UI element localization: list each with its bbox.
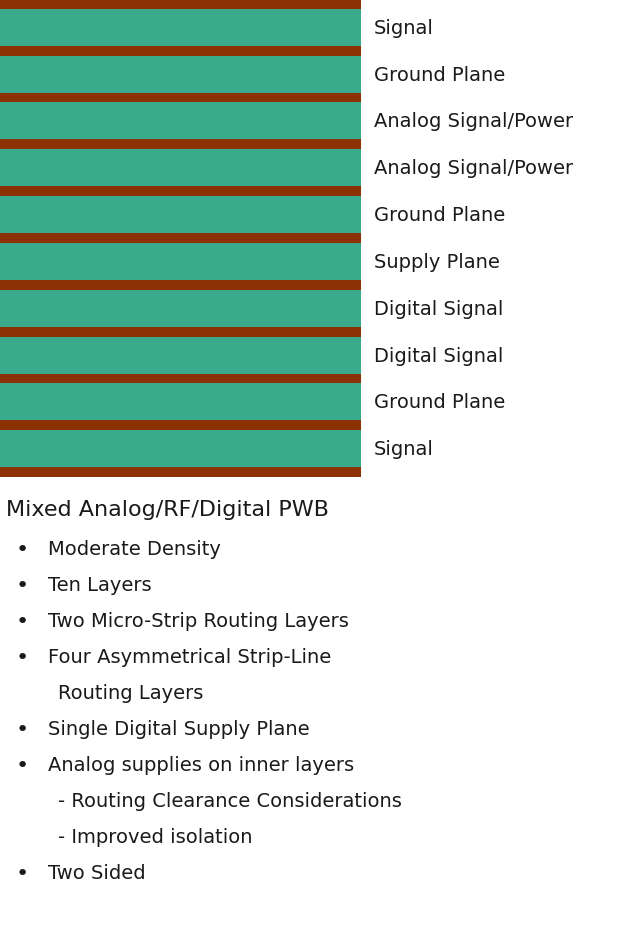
Text: Analog Signal/Power: Analog Signal/Power bbox=[374, 159, 573, 178]
Text: •: • bbox=[16, 648, 29, 667]
Bar bbox=[0, 94, 361, 103]
Text: Single Digital Supply Plane: Single Digital Supply Plane bbox=[48, 719, 309, 738]
Text: Signal: Signal bbox=[374, 440, 434, 458]
Text: Supply Plane: Supply Plane bbox=[374, 252, 500, 272]
Bar bbox=[0, 187, 361, 197]
Bar bbox=[0, 10, 361, 46]
Text: Ground Plane: Ground Plane bbox=[374, 393, 505, 412]
Bar bbox=[0, 0, 361, 10]
Text: Ten Layers: Ten Layers bbox=[48, 575, 151, 594]
Bar bbox=[0, 197, 361, 234]
Text: Ground Plane: Ground Plane bbox=[374, 206, 505, 225]
Text: Digital Signal: Digital Signal bbox=[374, 346, 503, 365]
Bar bbox=[0, 244, 361, 280]
Bar bbox=[0, 234, 361, 244]
Bar bbox=[0, 337, 361, 374]
Bar bbox=[0, 328, 361, 337]
Bar bbox=[0, 57, 361, 94]
Bar bbox=[0, 468, 361, 478]
Text: •: • bbox=[16, 539, 29, 560]
Text: •: • bbox=[16, 719, 29, 740]
Text: - Improved isolation: - Improved isolation bbox=[58, 827, 252, 846]
Bar bbox=[0, 103, 361, 140]
Text: Signal: Signal bbox=[374, 19, 434, 38]
Text: •: • bbox=[16, 575, 29, 596]
Text: Analog supplies on inner layers: Analog supplies on inner layers bbox=[48, 755, 354, 774]
Text: Four Asymmetrical Strip-Line: Four Asymmetrical Strip-Line bbox=[48, 648, 331, 666]
Bar bbox=[0, 384, 361, 421]
Text: Two Sided: Two Sided bbox=[48, 863, 146, 882]
Text: •: • bbox=[16, 863, 29, 883]
Bar bbox=[0, 140, 361, 150]
Bar bbox=[0, 431, 361, 468]
Text: Ground Plane: Ground Plane bbox=[374, 66, 505, 84]
Text: Two Micro-Strip Routing Layers: Two Micro-Strip Routing Layers bbox=[48, 612, 349, 630]
Text: Analog Signal/Power: Analog Signal/Power bbox=[374, 112, 573, 131]
Text: •: • bbox=[16, 612, 29, 631]
Bar bbox=[0, 280, 361, 290]
Text: - Routing Clearance Considerations: - Routing Clearance Considerations bbox=[58, 792, 401, 810]
Bar bbox=[0, 421, 361, 431]
Text: Mixed Analog/RF/Digital PWB: Mixed Analog/RF/Digital PWB bbox=[6, 499, 329, 520]
Bar bbox=[0, 290, 361, 328]
Bar bbox=[0, 150, 361, 187]
Text: Routing Layers: Routing Layers bbox=[58, 683, 203, 702]
Text: Digital Signal: Digital Signal bbox=[374, 300, 503, 318]
Bar bbox=[0, 46, 361, 57]
Text: •: • bbox=[16, 755, 29, 775]
Text: Moderate Density: Moderate Density bbox=[48, 539, 221, 559]
Bar bbox=[0, 374, 361, 384]
